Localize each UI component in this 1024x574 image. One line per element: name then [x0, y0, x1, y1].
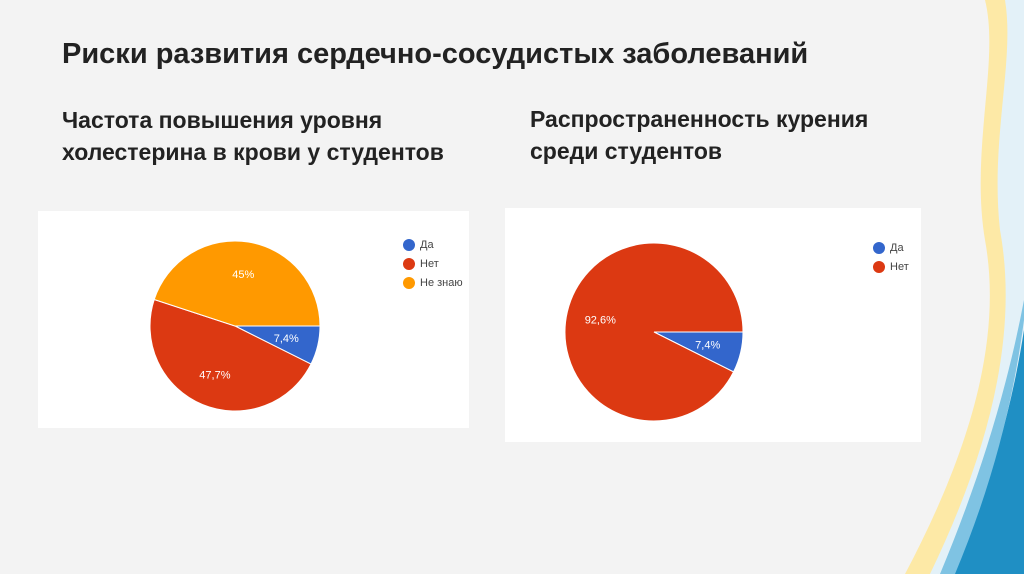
legend-item-net: Нет	[873, 257, 909, 276]
data-label-da: 7,4%	[695, 340, 720, 352]
cholesterol-legend: Да Нет Не знаю	[403, 235, 463, 292]
legend-item-da: Да	[403, 235, 463, 254]
cholesterol-pie-chart: 7,4% 47,7% 45%	[149, 240, 321, 412]
chart-heading-smoking: Распространенность курения среди студент…	[530, 106, 869, 164]
cholesterol-chart-panel: 7,4% 47,7% 45% Да Нет Не знаю	[38, 211, 469, 428]
slice-net	[149, 298, 312, 412]
legend-marker	[873, 241, 885, 254]
legend-item-da: Да	[873, 238, 909, 257]
smoking-chart-panel: 7,4% 92,6% Да Нет	[505, 208, 921, 442]
legend-item-net: Нет	[403, 254, 463, 273]
data-label-net: 92,6%	[585, 314, 616, 326]
page-title: Риски развития сердечно-сосудистых забол…	[62, 38, 809, 70]
legend-label: Нет	[420, 257, 439, 270]
legend-marker	[403, 238, 415, 251]
legend-marker	[403, 257, 415, 270]
legend-label: Да	[420, 238, 434, 251]
data-label-ne-znayu: 45%	[232, 269, 254, 281]
legend-marker	[403, 276, 415, 289]
legend-item-ne-znayu: Не знаю	[403, 273, 463, 292]
slice-ne-znayu	[153, 240, 321, 327]
legend-label: Не знаю	[420, 276, 463, 289]
slice-net	[564, 242, 744, 422]
chart-heading-cholesterol: Частота повышения уровня холестерина в к…	[62, 107, 444, 165]
data-label-da: 7,4%	[274, 333, 299, 345]
smoking-pie-chart: 7,4% 92,6%	[564, 242, 744, 422]
decorative-wave-blue	[950, 330, 1024, 574]
smoking-legend: Да Нет	[873, 238, 909, 276]
legend-label: Да	[890, 241, 904, 254]
data-label-net: 47,7%	[199, 370, 230, 382]
legend-label: Нет	[890, 260, 909, 273]
legend-marker	[873, 260, 885, 273]
